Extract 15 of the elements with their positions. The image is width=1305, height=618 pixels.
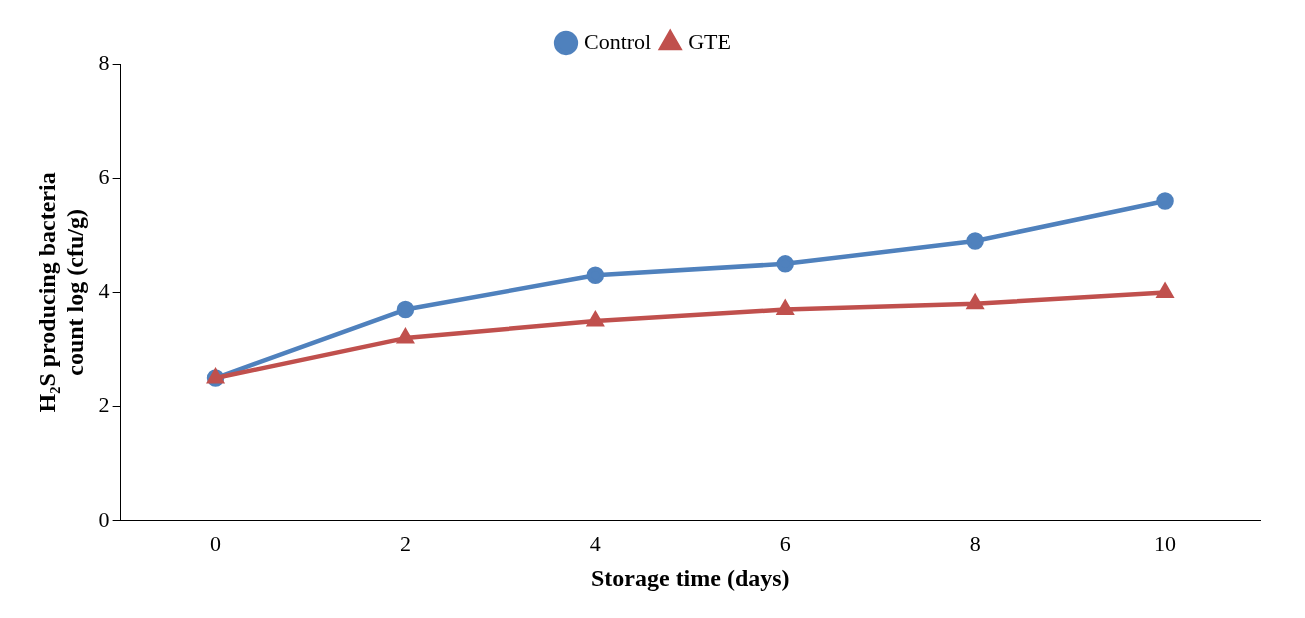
- legend-label: Control: [584, 28, 652, 54]
- x-axis-title: Storage time (days): [590, 564, 790, 591]
- y-tick-label: 2: [98, 392, 110, 418]
- y-tick-label: 6: [98, 163, 110, 189]
- x-tick-label: 0: [210, 530, 222, 556]
- x-tick-label: 6: [779, 530, 791, 556]
- x-tick-label: 10: [1154, 530, 1177, 556]
- legend-label: GTE: [688, 28, 731, 54]
- y-tick-label: 0: [98, 506, 110, 532]
- y-tick-label: 4: [98, 278, 110, 304]
- x-tick-label: 2: [399, 530, 411, 556]
- x-tick-label: 4: [589, 530, 601, 556]
- y-tick-label: 8: [98, 49, 110, 75]
- x-tick-label: 8: [969, 530, 981, 556]
- y-axis-title: H₂S producing bacteria count log (cfu/g): [33, 172, 89, 413]
